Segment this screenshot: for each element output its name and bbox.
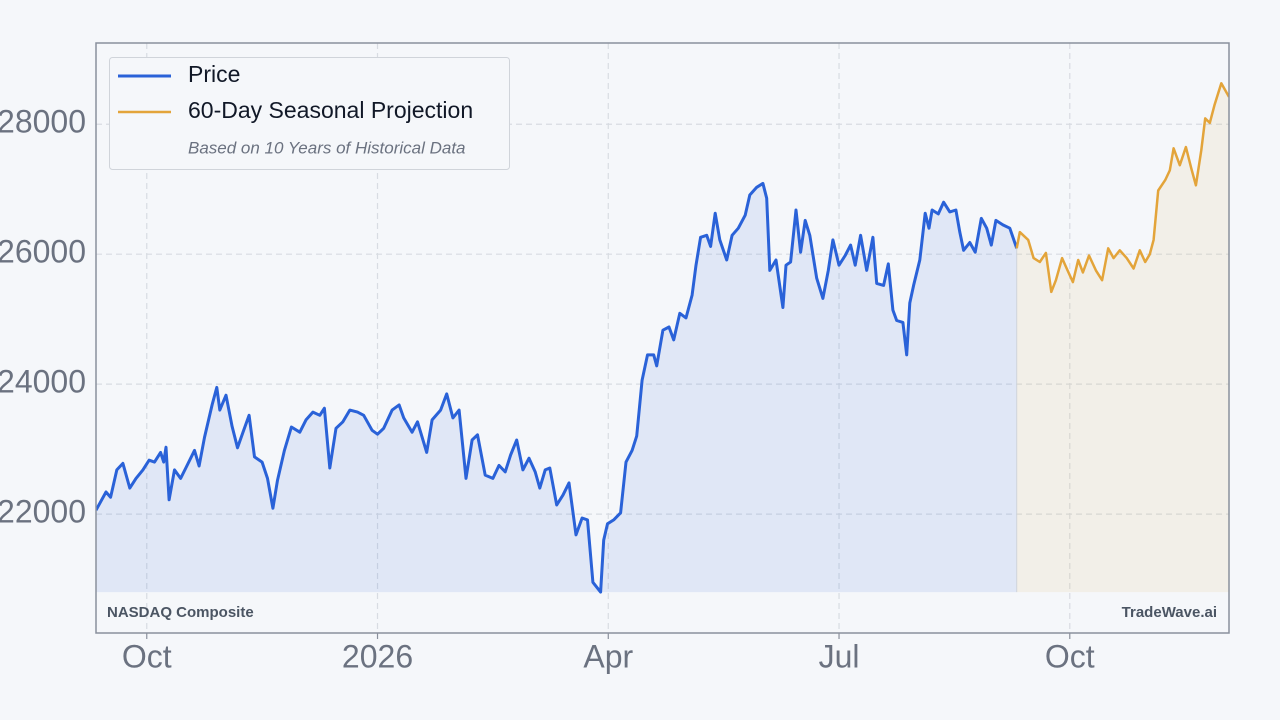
legend: Based on 10 Years of Historical Data Pri…	[109, 57, 510, 170]
legend-label: Price	[188, 61, 240, 87]
area-fill	[1016, 83, 1229, 593]
y-tick-label: 26000	[0, 234, 86, 270]
y-tick-label: 28000	[0, 104, 86, 140]
source-left: NASDAQ Composite	[107, 604, 254, 621]
legend-label: 60-Day Seasonal Projection	[188, 97, 473, 123]
source-right: TradeWave.ai	[1122, 604, 1217, 621]
x-tick-label: Jul	[819, 638, 860, 674]
series-line	[1015, 82, 1229, 294]
plot-frame	[95, 42, 1230, 634]
x-tick-label: 2026	[342, 638, 413, 674]
x-tick-label: Apr	[583, 638, 633, 674]
y-tick-label: 24000	[0, 364, 86, 400]
y-tick-label: 22000	[0, 494, 86, 530]
lines	[96, 82, 1229, 594]
legend-box	[109, 57, 510, 170]
areas	[96, 83, 1229, 593]
area-fill	[96, 183, 1017, 593]
grid	[96, 43, 1229, 633]
x-tick-label: Oct	[1045, 638, 1095, 674]
x-tick-label: Oct	[122, 638, 172, 674]
series-line	[96, 181, 1019, 594]
legend-note: Based on 10 Years of Historical Data	[188, 138, 466, 157]
ticks: 22000 24000 26000 28000 Oct 2026 Apr Jul Oct	[0, 104, 1095, 675]
